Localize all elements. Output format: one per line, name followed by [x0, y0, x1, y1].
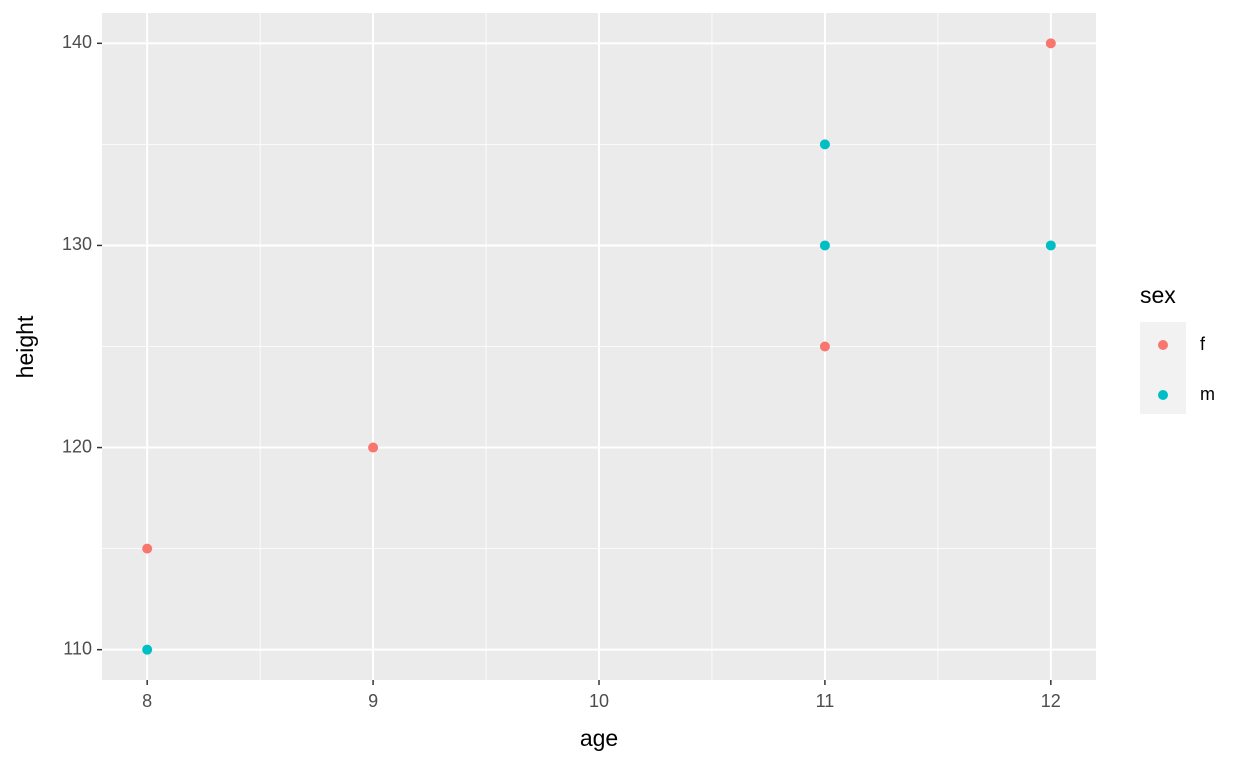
x-tick-label: 12	[1041, 691, 1061, 711]
point	[368, 442, 379, 453]
y-tick-label: 140	[62, 32, 92, 52]
point	[819, 139, 830, 150]
x-tick-label: 11	[816, 691, 835, 711]
x-tick-label: 10	[589, 691, 609, 711]
point	[1045, 240, 1056, 251]
y-tick-label: 130	[62, 234, 92, 254]
legend-key-background	[1140, 322, 1186, 414]
point	[819, 341, 830, 352]
x-tick-label: 8	[142, 691, 152, 711]
y-tick-label: 120	[62, 436, 92, 456]
point	[1045, 38, 1056, 49]
point	[142, 543, 153, 554]
points	[142, 38, 1056, 655]
x-tick-label: 9	[368, 691, 378, 711]
legend-title: sex	[1140, 282, 1176, 308]
point	[142, 644, 153, 655]
y-axis-title: height	[12, 315, 38, 378]
legend-key	[1158, 340, 1168, 350]
legend-key	[1158, 390, 1168, 400]
legend-label: f	[1200, 334, 1206, 354]
y-tick-label: 110	[63, 638, 92, 658]
point	[819, 240, 830, 251]
legend-label: m	[1200, 384, 1215, 404]
x-axis-title: age	[580, 725, 618, 751]
